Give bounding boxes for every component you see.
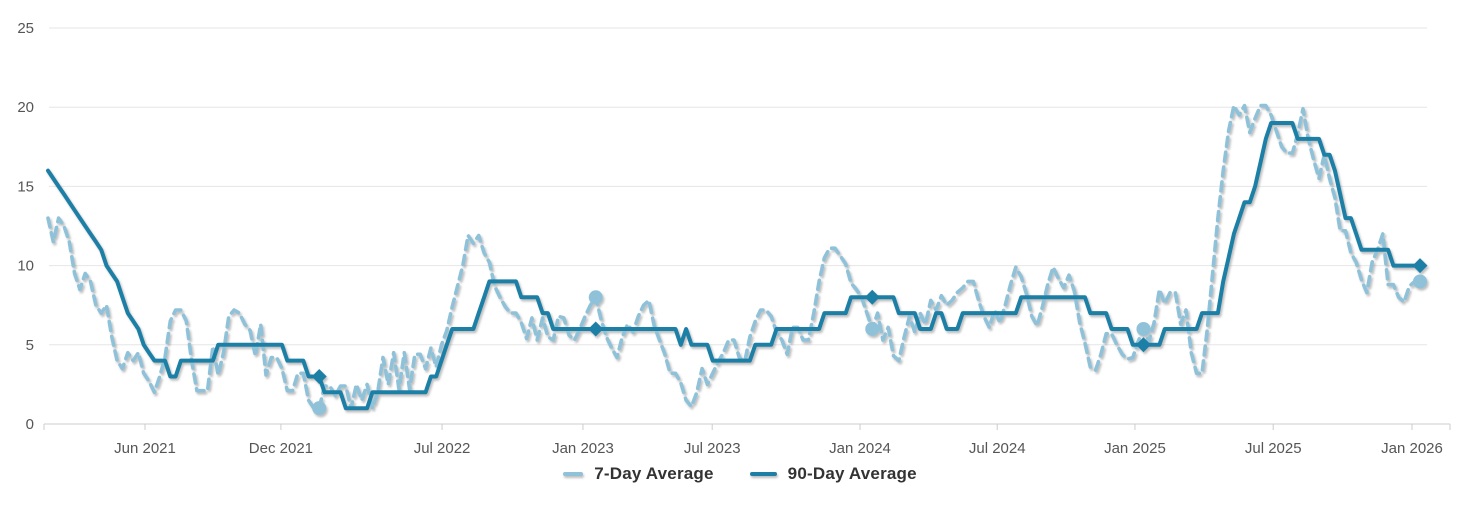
gridlines [49,27,1427,346]
solid-line-swatch-icon [749,472,777,476]
circle-marker-7-day[interactable] [588,290,603,305]
highlight-markers [311,258,1428,416]
y-tick-label: 15 [17,178,34,195]
diamond-marker-90-day[interactable] [864,289,880,305]
y-tick-label: 25 [17,20,34,37]
x-tick-label: Jan 2024 [829,440,891,457]
x-axis: Jun 2021 Dec 2021 Jul 2022 Jan 2023 Jul 2023… [43,423,1451,457]
circle-marker-7-day[interactable] [1136,321,1151,336]
chart-legend: 7-Day Average 90-Day Average [0,464,1480,484]
y-tick-label: 10 [17,258,34,275]
legend-label-7-day: 7-Day Average [594,464,714,483]
x-tick-label: Jan 2025 [1104,440,1166,457]
x-tick-label: Dec 2021 [249,440,313,457]
diamond-marker-90-day[interactable] [588,321,604,337]
series-7-day-average-line[interactable] [46,103,1422,411]
dashed-line-swatch-icon [563,472,584,476]
x-tick-label: Jan 2023 [552,440,614,457]
y-axis-labels: 0 5 10 15 20 25 [17,20,34,433]
legend-item-7-day-average[interactable]: 7-Day Average [563,464,713,484]
y-tick-label: 5 [26,337,34,354]
plot-area [46,103,1428,416]
y-tick-label: 0 [26,416,34,433]
diamond-marker-90-day[interactable] [1135,337,1151,353]
diamond-marker-90-day[interactable] [311,368,327,384]
legend-item-90-day-average[interactable]: 90-Day Average [749,464,917,484]
legend-label-90-day: 90-Day Average [787,464,917,483]
series-90-day-average-line[interactable] [46,121,1422,411]
x-tick-label: Jul 2022 [414,440,471,457]
diamond-marker-90-day[interactable] [1412,258,1428,274]
x-tick-label: Jul 2023 [684,440,741,457]
circle-marker-7-day[interactable] [865,321,880,336]
circle-marker-7-day[interactable] [312,401,327,416]
x-tick-label: Jan 2026 [1381,440,1443,457]
y-tick-label: 20 [17,99,34,116]
x-tick-label: Jul 2024 [969,440,1026,457]
x-tick-label: Jul 2025 [1245,440,1302,457]
circle-marker-7-day[interactable] [1412,274,1427,289]
x-tick-label: Jun 2021 [114,440,176,457]
